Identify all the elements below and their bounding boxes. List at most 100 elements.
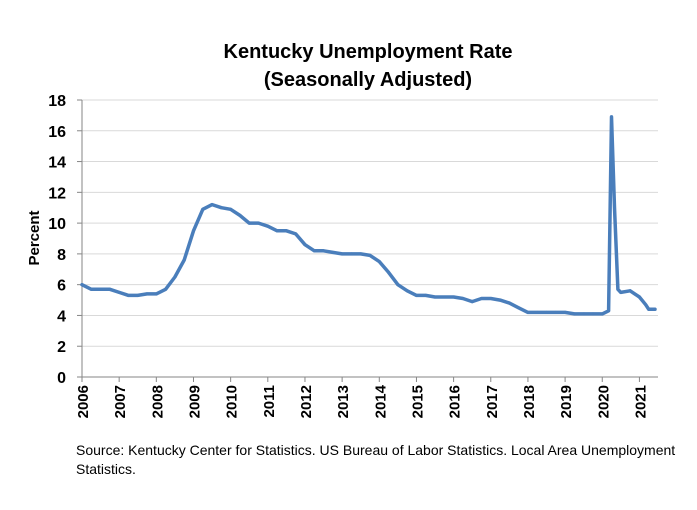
data-point (349, 252, 353, 256)
data-point (424, 293, 428, 297)
chart-title-line-1: Kentucky Unemployment Rate (224, 41, 513, 63)
data-point (628, 289, 632, 293)
data-point (470, 300, 474, 304)
data-point (610, 115, 613, 119)
data-point (653, 307, 657, 311)
y-axis-ticks: 0 2 4 6 8 10 12 14 16 18 (48, 93, 82, 387)
y-tick-label: 14 (48, 155, 66, 172)
x-axis: 2006 2007 2008 2009 2010 2011 2012 2013 2014 2015… (75, 100, 658, 418)
data-point (154, 292, 158, 296)
data-point (607, 309, 611, 313)
data-point (201, 207, 205, 211)
data-point (368, 253, 372, 257)
data-point (340, 252, 344, 256)
data-point (182, 258, 186, 262)
data-point (266, 224, 270, 228)
x-tick-label: 2009 (186, 385, 203, 418)
data-point (108, 287, 112, 291)
data-point (284, 229, 288, 233)
x-tick-label: 2010 (224, 385, 241, 418)
x-tick-label: 2007 (112, 385, 129, 418)
data-point (480, 297, 483, 300)
data-point (387, 270, 391, 274)
data-point (210, 203, 214, 207)
data-point (238, 213, 242, 217)
data-point (591, 312, 595, 316)
y-axis-label: Percent (26, 210, 43, 265)
data-point (331, 250, 335, 254)
data-point (219, 206, 223, 210)
x-tick-label: 2015 (409, 385, 426, 418)
x-tick-label: 2021 (632, 385, 649, 418)
data-point (582, 312, 586, 316)
data-point (294, 232, 298, 236)
data-point (164, 287, 168, 291)
data-point (415, 293, 418, 297)
data-point (452, 295, 456, 299)
y-tick-label: 18 (48, 93, 66, 110)
data-point (359, 252, 363, 256)
data-point (145, 292, 149, 296)
data-point (442, 295, 446, 299)
chart-title-line-2: (Seasonally Adjusted) (264, 69, 472, 91)
plot-area (80, 115, 657, 316)
source-note: Source: Kentucky Center for Statistics. … (76, 442, 676, 477)
data-point (647, 307, 651, 311)
data-point (89, 287, 93, 291)
data-point (433, 295, 437, 299)
y-tick-label: 4 (57, 308, 66, 325)
data-point (563, 310, 567, 314)
gridlines (82, 99, 658, 347)
data-point (173, 275, 177, 279)
data-point (613, 206, 616, 210)
data-point (192, 229, 195, 233)
data-point (637, 295, 641, 299)
y-tick-label: 2 (57, 339, 66, 356)
y-tick-label: 6 (57, 278, 66, 295)
data-point (117, 290, 121, 294)
data-point (489, 297, 493, 300)
y-tick-label: 10 (48, 216, 66, 233)
y-tick-label: 0 (57, 370, 66, 387)
x-tick-label: 2011 (261, 385, 278, 418)
y-tick-label: 12 (48, 185, 66, 202)
y-tick-label: 8 (57, 247, 66, 264)
data-point (405, 289, 409, 293)
data-point (396, 283, 400, 287)
x-tick-label: 2018 (521, 385, 538, 418)
x-tick-label: 2013 (335, 385, 352, 418)
data-point (257, 221, 260, 225)
x-tick-label: 2019 (558, 385, 575, 418)
data-point (127, 293, 130, 297)
data-point (507, 301, 511, 305)
data-point (517, 306, 521, 310)
data-point (461, 297, 465, 300)
data-point (229, 207, 233, 211)
data-point (526, 310, 530, 314)
data-point (545, 310, 548, 314)
data-point (136, 293, 140, 297)
data-point (600, 312, 604, 316)
data-point (322, 249, 325, 253)
data-point (554, 310, 558, 314)
data-point (312, 249, 316, 253)
x-tick-label: 2012 (298, 385, 315, 418)
data-point (80, 283, 84, 287)
data-point (247, 221, 251, 225)
data-point (644, 303, 648, 307)
data-point (572, 312, 576, 316)
data-point (303, 243, 307, 247)
data-point (619, 290, 623, 294)
data-point (498, 298, 502, 302)
x-tick-label: 2016 (447, 385, 464, 418)
x-tick-label: 2017 (484, 385, 501, 418)
data-point (535, 310, 539, 314)
x-tick-label: 2008 (149, 385, 166, 418)
data-point (275, 229, 279, 233)
x-tick-label: 2006 (75, 385, 92, 418)
y-tick-label: 16 (48, 124, 66, 141)
data-point (99, 287, 103, 291)
x-tick-label: 2020 (595, 385, 612, 418)
data-point (616, 287, 620, 291)
